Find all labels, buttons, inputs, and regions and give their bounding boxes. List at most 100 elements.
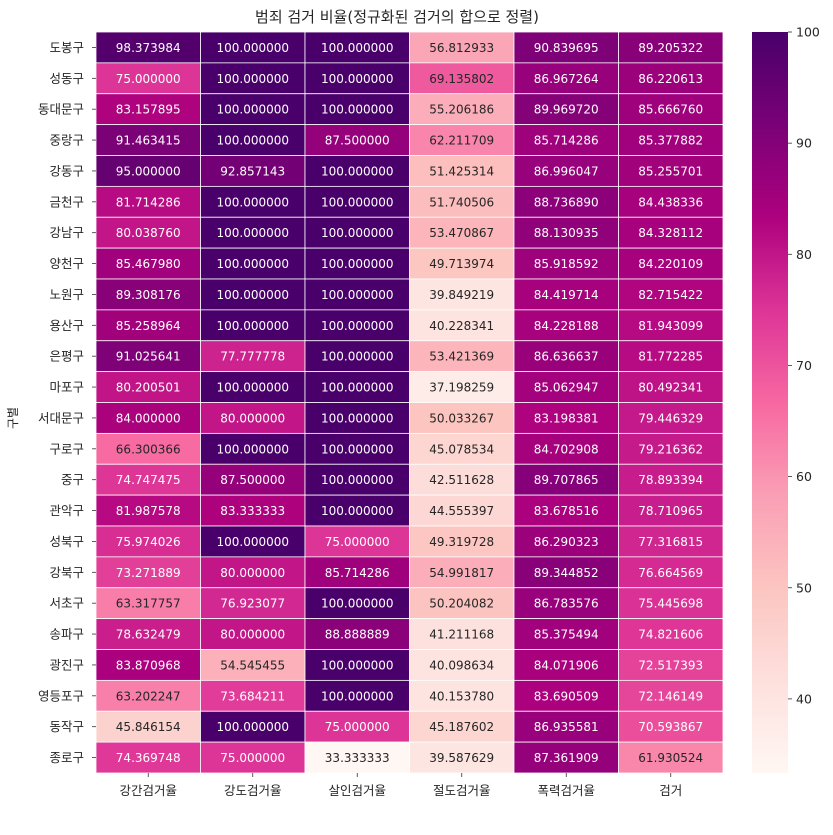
heatmap-cell: [95, 31, 201, 64]
colorbar-tick-label: 70: [796, 358, 812, 373]
heatmap-cell: [200, 618, 306, 650]
heatmap-cell: [513, 124, 619, 156]
cell-value-label: 45.187602: [429, 720, 494, 734]
cell-value-label: 82.715422: [638, 288, 703, 302]
column-labels: 강간검거율 강도검거율 살인검거율 절도검거율 폭력검거율 검거: [119, 773, 682, 798]
cell-value-label: 79.216362: [638, 442, 703, 456]
cell-value-label: 76.664569: [638, 566, 703, 580]
cell-value-label: 55.206186: [429, 103, 494, 117]
colorbar-tick-label: 60: [796, 469, 812, 484]
cell-value-label: 89.205322: [638, 41, 703, 55]
cell-value-label: 85.467980: [116, 257, 181, 271]
heatmap-cell: [618, 62, 724, 95]
cell-value-label: 100.000000: [321, 41, 394, 55]
cell-value-label: 80.038760: [116, 226, 181, 240]
cell-value-label: 40.153780: [429, 689, 494, 703]
heatmap-cell: [304, 463, 410, 496]
heatmap-cell: [409, 432, 515, 465]
cell-value-label: 100.000000: [321, 72, 394, 86]
row-label: 도봉구: [49, 40, 84, 55]
cell-value-label: 100.000000: [321, 103, 394, 117]
heatmap-cell: [409, 649, 515, 681]
cell-value-label: 100.000000: [216, 381, 289, 395]
cell-value-label: 49.713974: [429, 257, 494, 271]
heatmap-cell: [95, 525, 201, 558]
heatmap-cell: [200, 679, 306, 712]
heatmap-cell: [95, 155, 201, 187]
heatmap-cell: [95, 741, 201, 774]
heatmap-cell: [618, 93, 724, 126]
cell-value-label: 76.923077: [220, 597, 285, 611]
cell-value-label: 100.000000: [216, 226, 289, 240]
row-label: 서초구: [49, 596, 84, 611]
cell-value-label: 73.684211: [220, 689, 285, 703]
cell-value-label: 100.000000: [321, 195, 394, 209]
column-label: 절도검거율: [433, 783, 491, 798]
cell-value-label: 81.772285: [638, 350, 703, 364]
cell-value-label: 81.987578: [116, 504, 181, 518]
cell-value-label: 78.893394: [638, 473, 703, 487]
heatmap-cell: [618, 247, 724, 280]
cell-value-label: 85.255701: [638, 164, 703, 178]
row-label: 동작구: [49, 719, 84, 734]
cell-value-label: 50.204082: [429, 597, 494, 611]
cell-value-label: 84.702908: [534, 442, 599, 456]
heatmap-cell: [200, 402, 306, 434]
cell-value-label: 74.821606: [638, 628, 703, 642]
row-label: 송파구: [49, 627, 84, 642]
row-labels: 도봉구성동구동대문구중랑구강동구금천구강남구양천구노원구용산구은평구마포구서대문…: [38, 40, 96, 765]
heatmap-cell: [409, 155, 515, 187]
cell-value-label: 40.228341: [429, 319, 494, 333]
heatmap-cell: [513, 679, 619, 712]
heatmap-cell: [200, 309, 306, 342]
row-label: 동대문구: [38, 102, 84, 117]
heatmap-cell: [618, 679, 724, 712]
heatmap-cell: [95, 371, 201, 403]
heatmap-cell: [409, 62, 515, 95]
cell-value-label: 100.000000: [216, 720, 289, 734]
row-label: 중랑구: [49, 133, 84, 148]
heatmap-cell: [409, 247, 515, 280]
cell-value-label: 86.220613: [638, 72, 703, 86]
cell-value-label: 85.714286: [325, 566, 390, 580]
heatmap-cell: [304, 278, 410, 311]
cell-value-label: 53.421369: [429, 350, 494, 364]
cell-value-label: 100.000000: [321, 597, 394, 611]
cell-value-label: 100.000000: [321, 689, 394, 703]
heatmap-cell: [95, 278, 201, 311]
heatmap-cell: [200, 62, 306, 95]
row-label: 영등포구: [38, 688, 84, 703]
colorbar-ticks: 40 50 60 70 80 90 100: [788, 25, 820, 706]
heatmap-cell: [618, 618, 724, 650]
heatmap-cell: [95, 679, 201, 712]
heatmap-cell: [200, 525, 306, 558]
cell-value-label: 75.000000: [116, 72, 181, 86]
heatmap-cell: [304, 556, 410, 589]
row-label: 강북구: [49, 565, 84, 580]
cell-value-label: 83.678516: [534, 504, 599, 518]
cell-value-label: 100.000000: [321, 504, 394, 518]
colorbar-tick-label: 100: [796, 25, 820, 40]
row-label: 구로구: [49, 441, 84, 456]
heatmap-cell: [409, 494, 515, 527]
heatmap-cell: [618, 649, 724, 681]
cell-value-label: 54.545455: [220, 658, 285, 672]
cell-value-label: 78.632479: [116, 628, 181, 642]
row-label: 노원구: [49, 287, 84, 302]
cell-value-label: 85.666760: [638, 103, 703, 117]
cell-value-label: 33.333333: [325, 751, 390, 765]
heatmap-cell: [95, 463, 201, 496]
cell-value-label: 75.000000: [325, 535, 390, 549]
cell-value-label: 100.000000: [216, 134, 289, 148]
cell-value-label: 86.935581: [534, 720, 599, 734]
cell-value-label: 51.740506: [429, 195, 494, 209]
column-label: 강간검거율: [119, 783, 177, 798]
cell-value-label: 84.419714: [534, 288, 599, 302]
cell-value-label: 40.098634: [429, 658, 494, 672]
cell-value-label: 75.445698: [638, 597, 703, 611]
heatmap-cell: [618, 587, 724, 620]
heatmap-cell: [95, 247, 201, 280]
cell-value-label: 51.425314: [429, 164, 494, 178]
heatmap-cell: [618, 124, 724, 156]
row-label: 중구: [61, 472, 84, 487]
